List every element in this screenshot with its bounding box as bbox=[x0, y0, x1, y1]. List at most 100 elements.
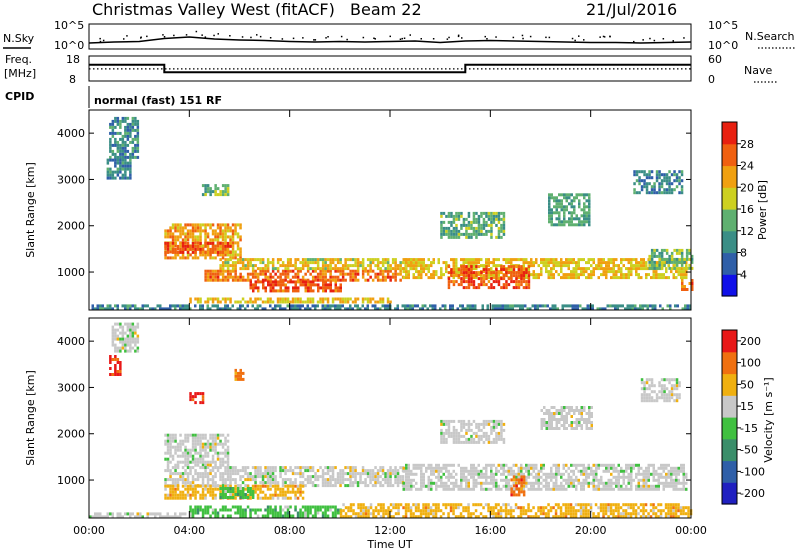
data-cell bbox=[216, 238, 220, 242]
data-cell bbox=[500, 463, 503, 467]
data-cell bbox=[219, 487, 222, 490]
data-cell bbox=[647, 487, 650, 491]
data-cell bbox=[266, 275, 270, 279]
data-cell bbox=[114, 322, 117, 326]
data-cell bbox=[615, 478, 618, 482]
data-cell bbox=[430, 276, 433, 280]
data-cell bbox=[274, 278, 277, 282]
data-cell bbox=[660, 393, 664, 397]
data-cell bbox=[184, 235, 187, 239]
data-cell bbox=[364, 481, 367, 485]
data-cell bbox=[196, 297, 200, 301]
colorbar-segment bbox=[722, 143, 737, 167]
data-cell bbox=[565, 421, 568, 424]
data-cell bbox=[359, 264, 362, 268]
data-cell bbox=[402, 487, 405, 491]
data-cell bbox=[452, 217, 456, 221]
data-cell bbox=[540, 475, 543, 479]
data-cell bbox=[194, 490, 197, 494]
data-cell bbox=[565, 412, 568, 415]
data-cell bbox=[442, 232, 446, 236]
data-cell bbox=[440, 437, 443, 441]
data-cell bbox=[500, 422, 503, 426]
data-cell bbox=[199, 235, 202, 239]
data-cell bbox=[505, 283, 508, 287]
data-cell bbox=[477, 422, 481, 426]
data-cell bbox=[306, 469, 310, 473]
data-cell bbox=[229, 235, 232, 239]
data-cell bbox=[450, 229, 453, 233]
data-cell bbox=[412, 267, 415, 271]
data-cell bbox=[236, 235, 240, 239]
data-cell bbox=[430, 273, 433, 277]
data-cell bbox=[460, 268, 463, 272]
data-cell bbox=[475, 472, 478, 476]
data-cell bbox=[515, 286, 518, 290]
data-cell bbox=[239, 235, 242, 239]
data-cell bbox=[467, 211, 471, 215]
data-cell bbox=[224, 250, 227, 254]
data-cell bbox=[331, 466, 335, 470]
data-cell bbox=[573, 223, 576, 227]
data-cell bbox=[221, 261, 225, 265]
data-cell bbox=[189, 232, 192, 236]
data-cell bbox=[274, 469, 277, 473]
data-cell bbox=[565, 463, 568, 467]
data-cell bbox=[535, 475, 538, 479]
data-cell bbox=[565, 469, 568, 473]
data-cell bbox=[334, 484, 337, 488]
data-cell bbox=[314, 267, 317, 271]
data-cell bbox=[314, 269, 317, 273]
data-cell bbox=[457, 270, 460, 274]
data-cell bbox=[264, 272, 267, 276]
data-cell bbox=[582, 487, 585, 491]
data-cell bbox=[645, 176, 649, 180]
data-cell bbox=[660, 248, 664, 252]
data-cell bbox=[585, 481, 588, 485]
data-cell bbox=[174, 226, 177, 230]
data-cell bbox=[480, 481, 483, 485]
data-cell bbox=[379, 307, 382, 311]
data-cell bbox=[386, 267, 390, 271]
data-cell bbox=[221, 460, 225, 464]
data-cell bbox=[296, 487, 300, 491]
nsky-point bbox=[146, 35, 148, 38]
data-cell bbox=[369, 258, 372, 262]
data-cell bbox=[575, 276, 578, 280]
data-cell bbox=[465, 428, 468, 432]
data-cell bbox=[617, 276, 620, 280]
data-cell bbox=[274, 280, 277, 284]
data-cell bbox=[455, 232, 458, 236]
data-cell bbox=[490, 214, 493, 218]
data-cell bbox=[234, 496, 237, 500]
data-cell bbox=[462, 440, 466, 444]
data-cell bbox=[234, 493, 237, 496]
data-cell bbox=[394, 269, 397, 273]
data-cell bbox=[660, 254, 664, 258]
data-cell bbox=[554, 304, 557, 308]
data-cell bbox=[447, 487, 450, 491]
data-cell bbox=[214, 481, 217, 485]
data-cell bbox=[209, 256, 212, 260]
data-cell bbox=[575, 273, 578, 277]
data-cell bbox=[643, 381, 646, 385]
data-cell bbox=[191, 235, 195, 239]
data-cell bbox=[480, 273, 483, 277]
data-cell bbox=[266, 261, 270, 265]
data-cell bbox=[364, 484, 367, 488]
data-cell bbox=[585, 217, 588, 221]
data-cell bbox=[525, 283, 528, 287]
data-cell bbox=[264, 469, 267, 473]
data-cell bbox=[246, 278, 250, 282]
data-cell bbox=[472, 475, 475, 479]
data-cell bbox=[309, 300, 312, 304]
data-cell bbox=[186, 484, 190, 488]
data-cell bbox=[169, 487, 172, 491]
data-cell bbox=[452, 469, 455, 473]
data-cell bbox=[648, 182, 651, 186]
data-cell bbox=[216, 232, 220, 236]
data-cell bbox=[254, 275, 257, 279]
data-cell bbox=[660, 266, 664, 270]
data-cell bbox=[376, 267, 380, 271]
data-cell bbox=[405, 276, 408, 280]
